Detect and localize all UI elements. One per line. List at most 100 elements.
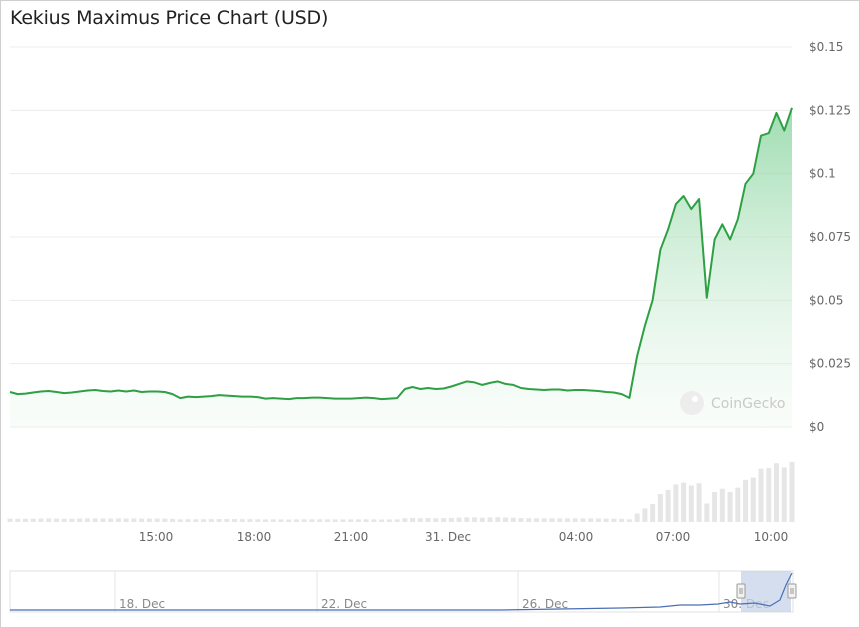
price-line-group xyxy=(9,107,793,401)
volume-bar xyxy=(626,519,632,522)
coingecko-logo-eye xyxy=(692,396,698,402)
volume-bar xyxy=(487,517,493,522)
x-tick-label: 10:00 xyxy=(754,530,789,544)
volume-bar xyxy=(332,519,338,522)
y-tick-label: $0 xyxy=(809,420,824,434)
volume-bar xyxy=(789,462,795,522)
volume-bar xyxy=(642,508,648,522)
volume-bar xyxy=(224,519,230,522)
x-axis-labels: 15:00 18:00 21:00 31. Dec 04:00 07:00 10:00 xyxy=(139,530,789,544)
volume-bar xyxy=(379,519,385,522)
volume-bar xyxy=(758,468,764,522)
volume-bar xyxy=(611,518,617,522)
y-tick-label: $0.025 xyxy=(809,357,851,371)
volume-bar xyxy=(441,518,447,522)
navigator-tick-label: 26. Dec xyxy=(522,597,568,611)
volume-bar xyxy=(472,517,478,522)
coingecko-logo-icon xyxy=(680,391,704,415)
volume-bar xyxy=(704,503,710,522)
volume-bar xyxy=(293,519,299,522)
volume-bar xyxy=(402,518,408,522)
volume-bar xyxy=(69,518,75,522)
volume-bar xyxy=(518,518,524,522)
volume-bar xyxy=(185,519,191,522)
volume-bar xyxy=(735,487,741,522)
volume-bar xyxy=(766,468,772,522)
volume-bar xyxy=(77,518,83,522)
volume-bar xyxy=(417,518,423,522)
watermark-label: CoinGecko xyxy=(711,396,785,412)
volume-bar xyxy=(727,491,733,522)
volume-bar xyxy=(371,519,377,522)
volume-bar xyxy=(115,518,121,522)
volume-bar xyxy=(588,518,594,522)
volume-bar xyxy=(100,518,106,522)
volume-bar xyxy=(657,494,663,522)
volume-bar xyxy=(177,519,183,522)
volume-bar xyxy=(123,518,129,522)
volume-bar xyxy=(92,518,98,522)
volume-bar xyxy=(309,519,315,522)
volume-bar xyxy=(448,517,454,522)
price-area-fill xyxy=(10,107,792,428)
volume-bar xyxy=(503,517,509,522)
volume-bar xyxy=(386,519,392,522)
volume-bar xyxy=(719,488,725,522)
volume-bar xyxy=(603,518,609,522)
volume-bar xyxy=(510,517,516,522)
navigator-handle-left[interactable] xyxy=(736,583,746,599)
volume-bar xyxy=(232,519,238,522)
volume-bar xyxy=(84,518,90,522)
volume-bar xyxy=(162,518,168,522)
volume-bar xyxy=(317,519,323,522)
volume-bar xyxy=(394,519,400,522)
volume-bar xyxy=(255,519,261,522)
x-tick-label: 21:00 xyxy=(334,530,369,544)
volume-bar xyxy=(495,517,501,522)
volume-bar xyxy=(355,519,361,522)
volume-bar xyxy=(479,517,485,522)
volume-bar xyxy=(580,518,586,522)
volume-bar xyxy=(7,518,13,522)
navigator-handle-right[interactable] xyxy=(787,583,797,599)
price-line[interactable] xyxy=(9,107,793,401)
y-tick-label: $0.1 xyxy=(809,167,836,181)
volume-bars xyxy=(7,462,795,522)
volume-bar xyxy=(665,489,671,522)
y-tick-label: $0.075 xyxy=(809,230,851,244)
x-tick-label: 15:00 xyxy=(139,530,174,544)
x-tick-label: 04:00 xyxy=(559,530,594,544)
volume-bar xyxy=(201,519,207,522)
volume-bar xyxy=(634,513,640,522)
volume-bar xyxy=(363,519,369,522)
volume-bar xyxy=(46,518,52,522)
volume-bar xyxy=(38,518,44,522)
volume-bar xyxy=(781,467,787,522)
volume-bar xyxy=(526,518,532,522)
volume-bar xyxy=(278,519,284,522)
volume-bar xyxy=(696,483,702,522)
volume-bar xyxy=(216,518,222,522)
x-tick-label: 31. Dec xyxy=(425,530,471,544)
volume-bar xyxy=(340,519,346,522)
volume-bar xyxy=(595,518,601,522)
volume-bar xyxy=(681,482,687,522)
volume-bar xyxy=(108,518,114,522)
y-axis-labels: $0.15 $0.125 $0.1 $0.075 $0.05 $0.025 $0 xyxy=(809,40,851,434)
volume-bar xyxy=(146,518,152,522)
volume-bar xyxy=(650,503,656,522)
volume-bar xyxy=(139,518,145,522)
x-tick-label: 18:00 xyxy=(237,530,272,544)
volume-bar xyxy=(619,518,625,522)
volume-bar xyxy=(247,519,253,522)
navigator-line xyxy=(10,572,793,611)
volume-bar xyxy=(533,518,539,522)
volume-bar xyxy=(301,519,307,522)
volume-bar xyxy=(154,518,160,522)
price-area xyxy=(10,107,792,428)
volume-bar xyxy=(286,519,292,522)
volume-bar xyxy=(30,518,36,522)
volume-bar xyxy=(22,518,28,522)
